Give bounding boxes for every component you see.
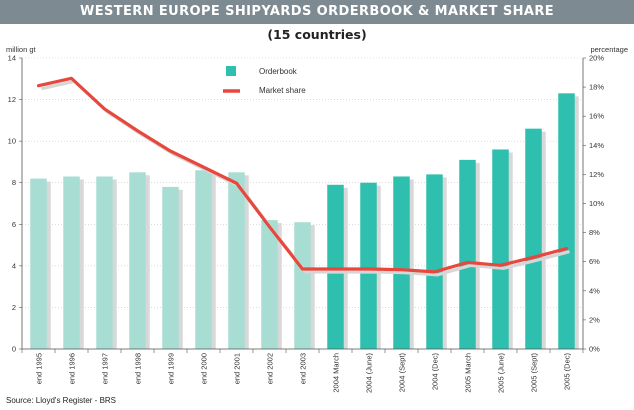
y2-tick-label: 10% [589,199,604,208]
y2-tick-label: 14% [589,141,604,150]
bar-orderbook [162,186,179,349]
y2-tick-label: 2% [589,315,600,324]
y2-tick-label: 8% [589,228,600,237]
y2-axis-label: percentage [590,45,628,54]
bar-orderbook [96,176,113,349]
y2-tick-label: 16% [589,112,604,121]
x-tick-label: 2005 (June) [497,353,506,394]
y2-tick-label: 6% [589,257,600,266]
x-tick-label: 2004 March [332,353,341,393]
bar-orderbook [195,170,212,349]
bar-orderbook [63,176,80,349]
bar-orderbook [261,220,278,349]
legend-swatch-orderbook [226,66,236,76]
x-tick-label: 2004 (June) [365,353,374,394]
x-tick-label: 2005 (Sept) [530,353,539,393]
y-tick-label: 14 [8,54,16,63]
x-tick-label: end 1997 [101,353,110,384]
y2-tick-label: 4% [589,286,600,295]
bar-orderbook [360,182,377,349]
bar-orderbook [294,222,311,349]
y-tick-label: 8 [12,178,16,187]
y2-tick-label: 12% [589,170,604,179]
legend-label-market-share: Market share [259,86,306,95]
x-tick-label: end 1998 [134,353,143,384]
y-axis-label: million gt [6,45,37,54]
y-tick-label: 12 [8,95,16,104]
x-tick-label: end 2000 [200,353,209,384]
x-tick-label: 2005 March [464,353,473,393]
x-tick-label: end 1999 [167,353,176,384]
y-tick-label: 2 [12,303,16,312]
x-tick-label: 2004 (Sept) [398,353,407,393]
y2-tick-label: 18% [589,83,604,92]
bar-orderbook [30,178,47,349]
x-tick-label: end 1996 [68,353,77,384]
x-tick-label: end 1995 [35,353,44,384]
y-tick-label: 0 [12,345,16,354]
chart-title: WESTERN EUROPE SHIPYARDS ORDERBOOK & MAR… [0,0,634,24]
legend-label-orderbook: Orderbook [259,67,298,76]
chart-subtitle: (15 countries) [267,27,367,42]
y2-tick-label: 20% [589,54,604,63]
x-tick-label: end 2001 [233,353,242,384]
x-tick-label: end 2002 [266,353,275,384]
bar-orderbook [426,174,443,349]
bar-orderbook [492,149,509,349]
y2-tick-label: 0% [589,345,600,354]
bar-orderbook [459,159,476,349]
x-tick-label: 2004 (Dec) [431,353,440,391]
bar-orderbook [327,184,344,349]
source-note: Source: Lloyd's Register - BRS [6,396,117,405]
bar-orderbook [129,172,146,349]
bar-orderbook [228,172,245,349]
x-tick-label: end 2003 [299,353,308,384]
y-tick-label: 6 [12,220,16,229]
bar-orderbook [525,128,542,349]
y-tick-label: 10 [8,137,16,146]
bar-orderbook [393,176,410,349]
x-tick-label: 2005 (Dec) [563,353,572,391]
bar-orderbook [558,93,575,349]
y-tick-label: 4 [12,261,16,270]
